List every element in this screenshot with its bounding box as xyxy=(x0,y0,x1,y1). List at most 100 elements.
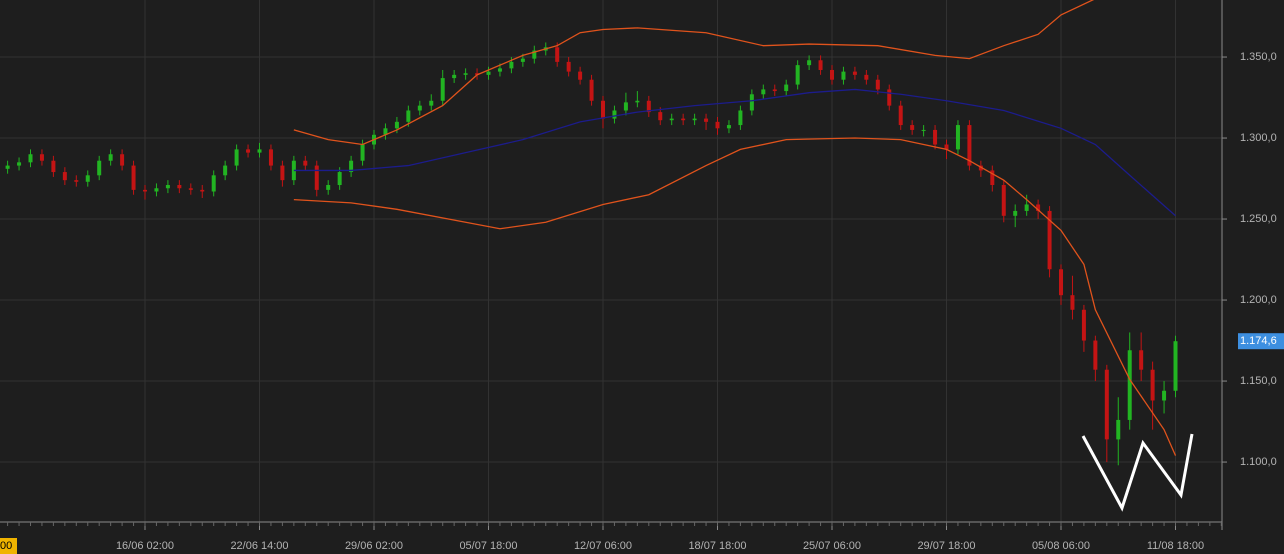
candle-body xyxy=(337,172,342,186)
candle-body xyxy=(852,71,857,75)
candle-body xyxy=(429,100,434,106)
candle-body xyxy=(669,118,674,121)
x-tick-label: 05/08 06:00 xyxy=(1032,540,1090,552)
candle-body xyxy=(211,175,216,192)
candle-body xyxy=(383,128,388,135)
candle-body xyxy=(944,144,949,150)
candle-body xyxy=(566,61,571,72)
candle-body xyxy=(406,110,411,122)
cursor-label: 00 xyxy=(0,540,12,552)
candle-body xyxy=(74,180,79,182)
candle-body xyxy=(120,154,125,166)
candle-body xyxy=(1070,295,1075,310)
candle-body xyxy=(967,125,972,166)
candle-body xyxy=(921,129,926,131)
candle-body xyxy=(715,121,720,129)
x-tick-label: 18/07 18:00 xyxy=(688,540,746,552)
candle-body xyxy=(589,79,594,101)
cursor-box xyxy=(0,538,17,554)
y-tick-label: 1.200,0 xyxy=(1240,294,1277,306)
candle-body xyxy=(28,154,33,163)
candle-body xyxy=(601,100,606,119)
candle-body xyxy=(246,149,251,153)
candle-body xyxy=(1013,210,1018,216)
candle-body xyxy=(978,165,983,171)
candle-body xyxy=(1150,369,1155,401)
candle-body xyxy=(165,185,170,189)
candle-body xyxy=(1001,185,1006,216)
candle-body xyxy=(62,172,67,181)
candle-body xyxy=(1047,210,1052,270)
candle-body xyxy=(933,129,938,145)
candle-body xyxy=(509,61,514,69)
candle-body xyxy=(280,165,285,181)
candle-body xyxy=(131,165,136,190)
candle-body xyxy=(795,65,800,85)
candle-body xyxy=(303,160,308,166)
x-tick-label: 05/07 18:00 xyxy=(459,540,517,552)
indicator-line xyxy=(293,0,1095,146)
candle-body xyxy=(749,94,754,111)
candle-body xyxy=(1116,419,1121,440)
candle-body xyxy=(658,112,663,121)
candle-body xyxy=(143,189,148,192)
candle-body xyxy=(898,105,903,126)
candle-body xyxy=(807,60,812,66)
grid xyxy=(0,0,1222,522)
price-marker-box xyxy=(1238,333,1284,350)
candle-body xyxy=(1139,350,1144,370)
candle-body xyxy=(864,74,869,80)
candle-body xyxy=(200,189,205,192)
indicator-line xyxy=(293,88,1176,217)
x-tick-label: 25/07 06:00 xyxy=(803,540,861,552)
candle-body xyxy=(1059,269,1064,296)
candle-body xyxy=(1127,350,1132,420)
x-tick-label: 22/06 14:00 xyxy=(230,540,288,552)
candle-body xyxy=(910,125,915,130)
candle-body xyxy=(1036,204,1041,211)
candle-body xyxy=(440,78,445,101)
x-tick-label: 11/08 18:00 xyxy=(1147,540,1204,552)
candle-body xyxy=(726,125,731,129)
candle-body xyxy=(555,47,560,62)
candle-body xyxy=(612,110,617,119)
candle-body xyxy=(97,160,102,176)
candle-body xyxy=(475,73,480,75)
candle-body xyxy=(623,102,628,111)
candle-body xyxy=(772,89,777,92)
candle-body xyxy=(578,71,583,80)
x-tick-label: 16/06 02:00 xyxy=(116,540,174,552)
candle-body xyxy=(452,74,457,79)
y-tick-label: 1.150,0 xyxy=(1240,375,1277,387)
candle-body xyxy=(1162,390,1167,401)
candle-body xyxy=(1081,309,1086,341)
candle-body xyxy=(360,144,365,161)
candle-body xyxy=(646,100,651,113)
candle-body xyxy=(532,50,537,59)
candle-body xyxy=(738,110,743,126)
candle-body xyxy=(5,165,10,169)
candle-body xyxy=(704,118,709,122)
candle-body xyxy=(39,154,44,161)
candle-body xyxy=(417,105,422,111)
y-tick-label: 1.300,0 xyxy=(1240,132,1277,144)
candle-body xyxy=(326,185,331,190)
candle-body xyxy=(463,73,468,75)
x-tick-label: 12/07 06:00 xyxy=(574,540,632,552)
candle-body xyxy=(955,125,960,150)
candle-body xyxy=(990,170,995,186)
axes: 1.100,0 1.150,0 1.200,0 1.250,0 1.300,0 1.350… xyxy=(0,51,1284,554)
w-pattern-drawing xyxy=(1081,433,1194,512)
candle-body xyxy=(314,165,319,190)
x-tick-label: 29/06 02:00 xyxy=(345,540,403,552)
indicator-line xyxy=(293,137,1177,456)
candle-body xyxy=(1024,204,1029,211)
candle-body xyxy=(830,69,835,80)
candle-body xyxy=(1173,341,1178,391)
candle-body xyxy=(497,68,502,72)
candle-body xyxy=(349,160,354,173)
candle-body xyxy=(85,175,90,182)
x-tick-label: 29/07 18:00 xyxy=(917,540,975,552)
